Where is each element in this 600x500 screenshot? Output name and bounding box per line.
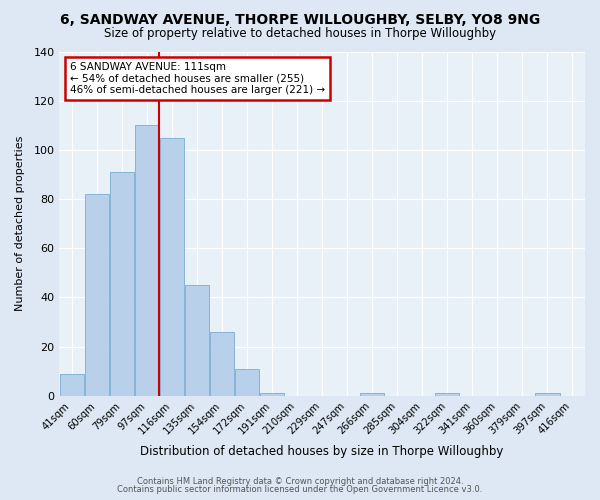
Y-axis label: Number of detached properties: Number of detached properties: [15, 136, 25, 312]
X-axis label: Distribution of detached houses by size in Thorpe Willoughby: Distribution of detached houses by size …: [140, 444, 504, 458]
Bar: [535, 393, 560, 396]
Text: 6, SANDWAY AVENUE, THORPE WILLOUGHBY, SELBY, YO8 9NG: 6, SANDWAY AVENUE, THORPE WILLOUGHBY, SE…: [60, 12, 540, 26]
Text: Size of property relative to detached houses in Thorpe Willoughby: Size of property relative to detached ho…: [104, 28, 496, 40]
Bar: [435, 393, 460, 396]
Bar: [210, 332, 234, 396]
Bar: [360, 393, 385, 396]
Bar: [135, 126, 159, 396]
Bar: [59, 374, 84, 396]
Bar: [110, 172, 134, 396]
Text: 6 SANDWAY AVENUE: 111sqm
← 54% of detached houses are smaller (255)
46% of semi-: 6 SANDWAY AVENUE: 111sqm ← 54% of detach…: [70, 62, 325, 95]
Bar: [235, 368, 259, 396]
Text: Contains HM Land Registry data © Crown copyright and database right 2024.: Contains HM Land Registry data © Crown c…: [137, 477, 463, 486]
Bar: [185, 285, 209, 396]
Bar: [85, 194, 109, 396]
Text: Contains public sector information licensed under the Open Government Licence v3: Contains public sector information licen…: [118, 485, 482, 494]
Bar: [160, 138, 184, 396]
Bar: [260, 393, 284, 396]
